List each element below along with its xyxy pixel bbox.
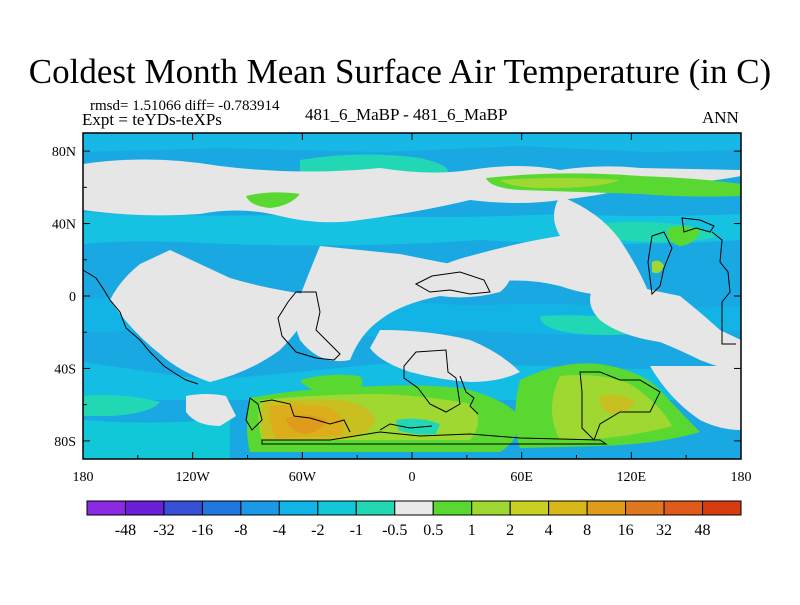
x-tick-labels: 180 120W 60W 0 60E 120E 180 [73, 470, 752, 485]
x-tick-label: 120W [176, 470, 211, 485]
colorbar-swatch [163, 500, 203, 516]
colorbar-swatch [548, 500, 588, 516]
colorbar-label: 16 [618, 522, 634, 539]
colorbar-label: 48 [695, 522, 711, 539]
comparison-label: 481_6_MaBP - 481_6_MaBP [305, 105, 508, 124]
x-tick-label: 0 [409, 470, 416, 485]
colorbar-swatch [317, 500, 357, 516]
y-tick-label: 80N [52, 145, 76, 160]
colorbar-label: -4 [273, 522, 286, 539]
colorbar-swatch [278, 500, 319, 516]
colorbar-label: -1 [350, 522, 363, 539]
colorbar-swatch [663, 500, 704, 516]
y-tick-labels: 80N 40N 0 40S 80S [52, 145, 76, 450]
colorbar-label: 1 [468, 522, 476, 539]
y-tick-label: 40N [52, 218, 76, 233]
stats-label: rmsd= 1.51066 diff= -0.783914 [90, 98, 280, 114]
axes [82, 132, 742, 460]
colorbar-swatch [625, 500, 665, 516]
colorbar-swatch [702, 500, 742, 516]
chart-title: Coldest Month Mean Surface Air Temperatu… [28, 52, 772, 91]
colorbar-swatch [509, 500, 550, 516]
x-tick-label: 60E [510, 470, 533, 485]
colorbar-swatch [201, 500, 242, 516]
colorbar-swatch [355, 500, 396, 516]
colorbar-swatch [124, 500, 165, 516]
colorbar-label: 2 [506, 522, 514, 539]
colorbar-label: 32 [656, 522, 672, 539]
colorbar-swatch [586, 500, 627, 516]
experiment-label: Expt = teYDs-teXPs [82, 110, 222, 129]
y-tick-label: 0 [69, 290, 76, 305]
colorbar-label: -32 [153, 522, 174, 539]
colorbar-label: -8 [234, 522, 247, 539]
colorbar [86, 500, 742, 516]
colorbar-swatch [86, 500, 126, 516]
x-tick-label: 180 [73, 470, 94, 485]
colorbar-label: -0.5 [382, 522, 407, 539]
colorbar-label: -16 [192, 522, 213, 539]
colorbar-swatch [240, 500, 280, 516]
colorbar-label: 4 [545, 522, 553, 539]
temperature-field [83, 133, 741, 459]
x-tick-label: 180 [731, 470, 752, 485]
season-label: ANN [702, 108, 739, 127]
colorbar-label: -2 [311, 522, 324, 539]
coastlines [82, 217, 736, 445]
colorbar-swatch [394, 500, 434, 516]
y-tick-label: 40S [54, 362, 76, 377]
y-tick-label: 80S [54, 435, 76, 450]
x-tick-label: 120E [617, 470, 647, 485]
colorbar-label: 8 [583, 522, 591, 539]
colorbar-swatch [471, 500, 511, 516]
colorbar-labels: -48 -32 -16 -8 -4 -2 -1 -0.5 0.5 1 2 4 8 16 32 48 [115, 522, 711, 539]
colorbar-swatch [432, 500, 473, 516]
colorbar-label: 0.5 [423, 522, 443, 539]
x-tick-label: 60W [289, 470, 317, 485]
colorbar-label: -48 [115, 522, 136, 539]
